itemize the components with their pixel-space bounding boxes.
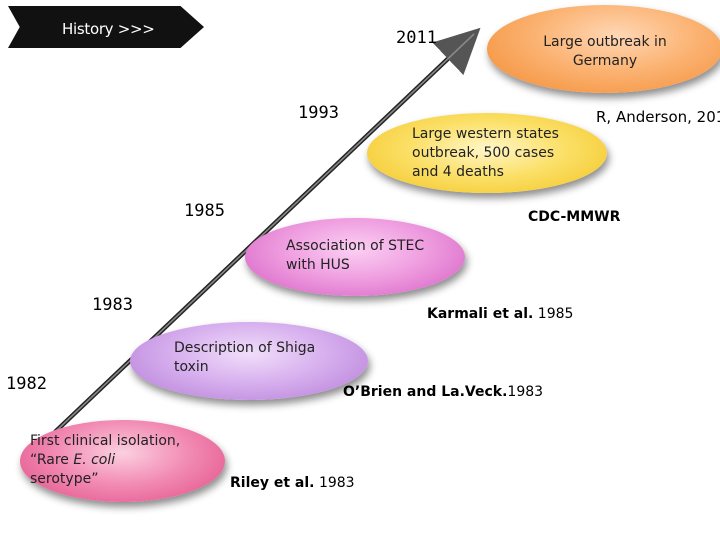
event-1985-text: Association of STEC with HUS bbox=[286, 238, 425, 273]
reference-1982: Riley et al. 1983 bbox=[230, 475, 355, 491]
year-1983: 1983 bbox=[92, 295, 133, 315]
year-1985: 1985 bbox=[184, 201, 225, 221]
reference-1993: CDC-MMWR bbox=[528, 209, 621, 225]
event-1985-ellipse bbox=[245, 218, 465, 296]
year-1993: 1993 bbox=[298, 103, 339, 123]
banner-title: History >>> bbox=[62, 20, 155, 38]
event-2011-ellipse bbox=[487, 5, 720, 93]
year-1982: 1982 bbox=[6, 374, 47, 394]
reference-1985: Karmali et al. 1985 bbox=[427, 306, 574, 322]
event-1993-text: Large western states outbreak, 500 cases… bbox=[412, 126, 559, 180]
event-1993-ellipse bbox=[367, 113, 607, 193]
event-1983-ellipse bbox=[130, 322, 368, 400]
year-2011: 2011 bbox=[396, 28, 437, 48]
history-banner bbox=[8, 6, 204, 48]
event-1983-text: Description of Shiga toxin bbox=[174, 340, 316, 375]
reference-2011: R, Anderson, 2011 bbox=[596, 108, 720, 126]
reference-1983: O’Brien and La.Veck.1983 bbox=[343, 384, 544, 400]
event-2011-text: Large outbreak in Germany bbox=[543, 34, 667, 69]
event-1982-ellipse bbox=[20, 420, 225, 502]
event-1982-text: First clinical isolation, “Rare E. coli … bbox=[30, 433, 181, 487]
